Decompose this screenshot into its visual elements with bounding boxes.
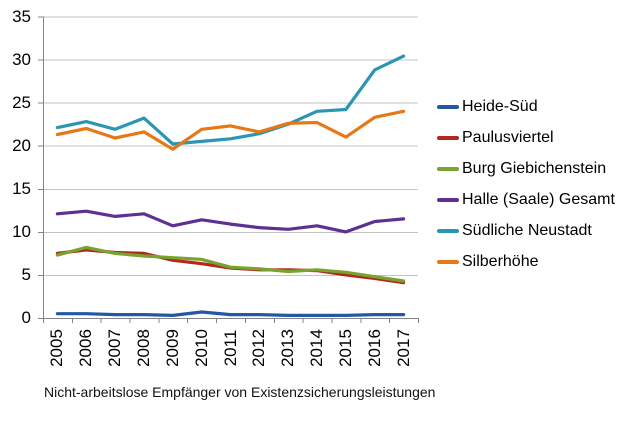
legend-item: Südliche Neustadt	[437, 221, 615, 241]
legend-label: Silberhöhe	[462, 253, 539, 270]
x-axis-label: 2015	[335, 329, 355, 367]
y-axis-label: 35	[12, 6, 31, 26]
chart-caption: Nicht-arbeitslose Empfänger von Existenz…	[44, 384, 436, 400]
legend-swatch-icon	[437, 260, 459, 264]
x-axis-label: 2009	[162, 329, 182, 367]
legend-swatch-icon	[437, 229, 459, 233]
y-axis-label: 5	[21, 264, 31, 284]
legend-label: Heide-Süd	[462, 98, 538, 115]
legend-swatch-icon	[437, 167, 459, 171]
x-axis-label: 2005	[47, 329, 67, 367]
series-line-südliche-neustadt	[55, 54, 406, 146]
y-axis-label: 0	[21, 308, 31, 327]
legend-item: Halle (Saale) Gesamt	[437, 190, 615, 210]
x-axis-label: 2008	[133, 329, 153, 367]
x-axis-label: 2011	[220, 329, 240, 367]
legend-swatch-icon	[437, 105, 459, 109]
legend-label: Südliche Neustadt	[462, 222, 592, 239]
y-axis-label: 20	[12, 135, 31, 155]
legend-item: Heide-Süd	[437, 97, 615, 117]
x-axis-label: 2016	[364, 329, 384, 367]
legend-label: Burg Giebichenstein	[462, 160, 607, 177]
legend-label: Paulusviertel	[462, 129, 554, 146]
x-axis-label: 2006	[76, 329, 96, 367]
legend-item: Paulusviertel	[437, 128, 615, 148]
x-axis-label: 2014	[307, 329, 327, 367]
y-axis-label: 15	[12, 178, 31, 198]
x-axis-label: 2013	[278, 329, 298, 367]
series-line-halle-saale-gesamt	[55, 209, 406, 234]
legend-swatch-icon	[437, 198, 459, 202]
x-axis-label: 2012	[249, 329, 269, 367]
chart-legend: Heide-Süd Paulusviertel Burg Giebichenstei…	[437, 97, 615, 283]
y-axis-label: 30	[12, 49, 31, 69]
legend-swatch-icon	[437, 136, 459, 140]
x-axis-label: 2010	[191, 329, 211, 367]
y-axis-label: 25	[12, 92, 31, 112]
series-line-heide-süd	[55, 310, 406, 317]
x-axis-label: 2007	[105, 329, 125, 367]
series-line-burg-giebichenstein	[55, 245, 406, 283]
legend-item: Burg Giebichenstein	[437, 159, 615, 179]
x-axis-label: 2017	[393, 329, 413, 367]
y-axis-label: 10	[12, 221, 31, 241]
series-line-silberhöhe	[55, 109, 406, 151]
legend-item: Silberhöhe	[437, 252, 615, 272]
legend-label: Halle (Saale) Gesamt	[462, 191, 615, 208]
